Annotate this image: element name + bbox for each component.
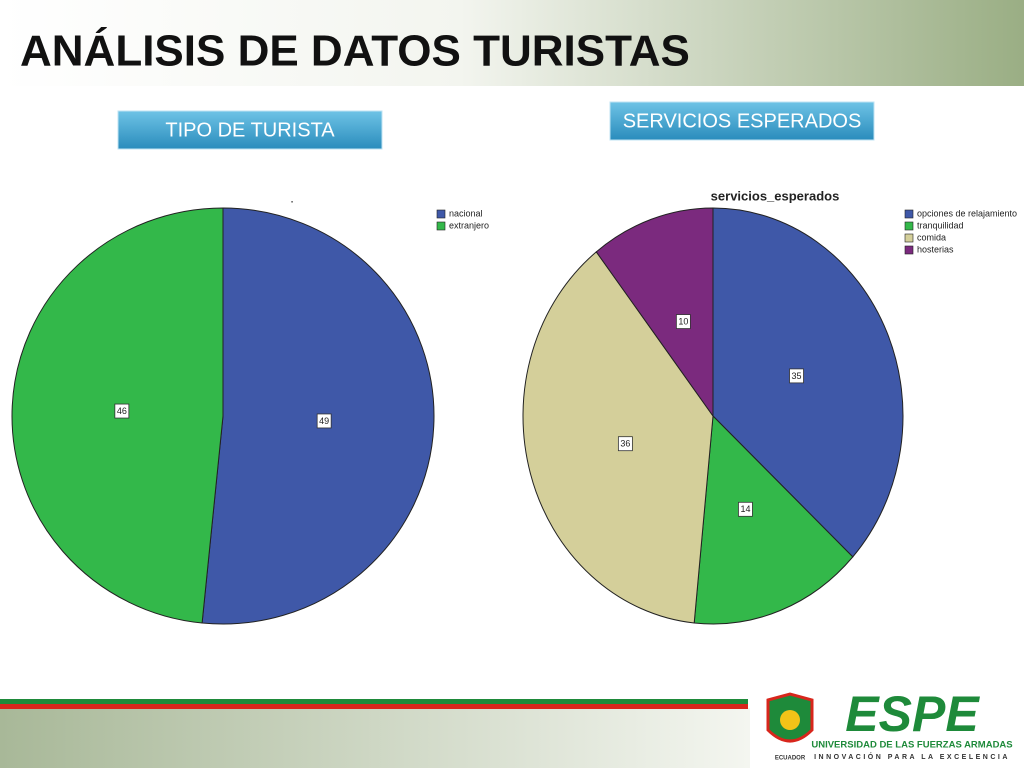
data-label: 14 <box>740 504 750 514</box>
data-label-box <box>789 368 804 384</box>
pie-slice <box>693 414 854 625</box>
legend-label: extranjero <box>449 220 489 230</box>
chart-title: servicios_esperados <box>711 188 840 203</box>
data-label: 49 <box>319 416 329 426</box>
pie-slice <box>712 207 904 558</box>
legend-label: hosterias <box>917 244 954 254</box>
data-label-box <box>114 403 130 419</box>
legend-swatch <box>904 221 914 231</box>
footer-stripe <box>0 699 748 704</box>
logo-line: INNOVACIÓN PARA LA EXCELENCIA <box>814 752 1010 761</box>
data-label-box <box>617 436 633 452</box>
legend-label: nacional <box>449 208 483 218</box>
legend-swatch <box>436 221 446 231</box>
legend-swatch <box>904 245 914 255</box>
logo-name: ESPE <box>845 686 980 742</box>
data-label: 35 <box>792 371 802 381</box>
footer-stripe <box>0 704 748 709</box>
data-label-box <box>738 501 753 517</box>
button-label[interactable]: SERVICIOS ESPERADOS <box>623 110 862 132</box>
data-label: 10 <box>678 316 688 326</box>
header-band <box>0 0 1024 86</box>
legend-swatch <box>436 209 446 219</box>
legend-label: opciones de relajamiento <box>917 208 1017 218</box>
logo-country: ECUADOR <box>775 756 806 762</box>
data-label: 46 <box>117 406 127 416</box>
data-label-box <box>675 314 691 329</box>
button[interactable] <box>609 101 875 141</box>
pie-slice <box>595 207 714 418</box>
logo: ECUADOR ESPE UNIVERSIDAD DE LAS FUERZAS … <box>766 686 1013 762</box>
legend-label: tranquilidad <box>917 220 964 230</box>
logo-line: UNIVERSIDAD DE LAS FUERZAS ARMADAS <box>811 740 1012 751</box>
button[interactable] <box>117 110 383 150</box>
legend-swatch <box>904 209 914 219</box>
footer-band <box>0 708 750 768</box>
logo-emblem <box>780 710 800 730</box>
legend-swatch <box>904 233 914 243</box>
data-label: 36 <box>620 439 630 449</box>
legend-label: comida <box>917 232 946 242</box>
data-label-box <box>316 413 332 429</box>
slide-title: ANÁLISIS DE DATOS TURISTAS <box>20 26 690 76</box>
chart-title: . <box>290 190 294 205</box>
button-label[interactable]: TIPO DE TURISTA <box>165 119 335 141</box>
